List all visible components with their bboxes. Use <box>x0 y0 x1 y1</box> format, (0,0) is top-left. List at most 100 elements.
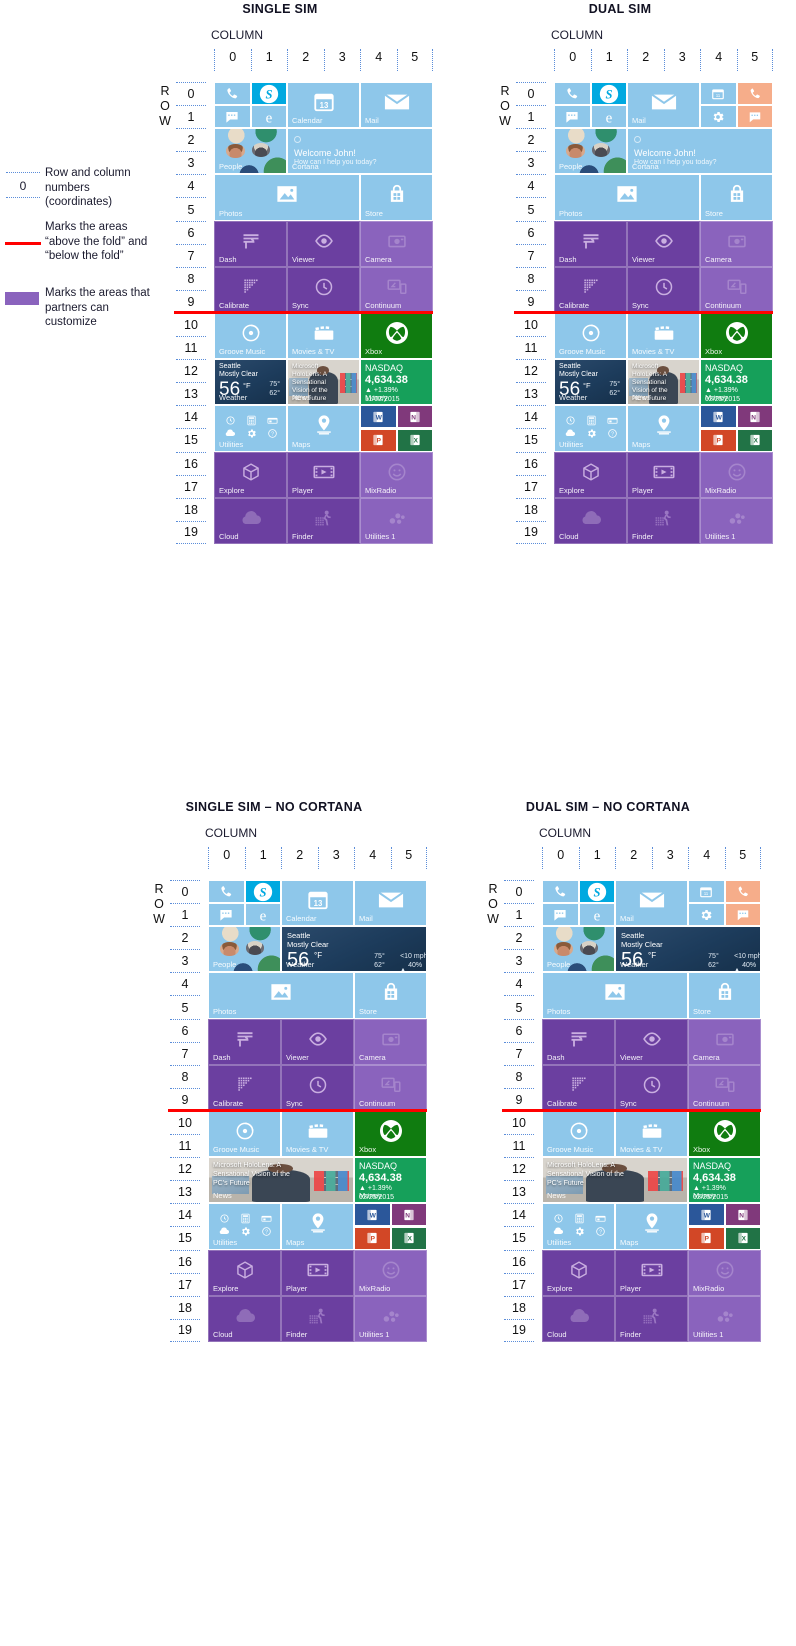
tile-sim2-messaging[interactable] <box>724 903 761 927</box>
tile-store[interactable]: Store <box>688 972 761 1019</box>
tile-skype[interactable]: S <box>244 880 281 904</box>
tile-camera[interactable]: Camera <box>360 220 433 267</box>
tile-phone[interactable] <box>214 82 251 106</box>
tile-sim2-messaging[interactable] <box>736 105 773 129</box>
tile-movies-tv[interactable]: Movies & TV <box>627 313 700 360</box>
tile-sync[interactable]: Sync <box>615 1064 688 1111</box>
tile-weather[interactable]: Seattle Mostly Clear 56 °F 75° 62° Weath… <box>554 359 627 406</box>
tile-maps[interactable]: Maps <box>627 405 700 452</box>
tile-explore[interactable]: Explore <box>554 451 627 498</box>
tile-mail[interactable]: Mail <box>627 82 700 129</box>
tile-groove-music[interactable]: Groove Music <box>208 1111 281 1158</box>
tile-skype[interactable]: S <box>590 82 627 106</box>
tile-calendar[interactable]: 13 Calendar <box>281 880 354 927</box>
tile-mail[interactable]: Mail <box>360 82 433 129</box>
tile-finder[interactable]: Finder <box>287 497 360 544</box>
tile-continuum[interactable]: Continuum <box>360 266 433 313</box>
tile-viewer[interactable]: Viewer <box>627 220 700 267</box>
tile-store[interactable]: Store <box>354 972 427 1019</box>
tile-photos[interactable]: Photos <box>214 174 360 221</box>
tile-dash[interactable]: Dash <box>542 1018 615 1065</box>
tile-people[interactable]: People <box>554 128 627 175</box>
tile-money[interactable]: NASDAQ 4,634.38 ▲ +1.39% 11/02/2015 Mone… <box>360 359 433 406</box>
tile-word[interactable]: W <box>700 405 737 429</box>
tile-onenote[interactable]: N <box>390 1203 427 1227</box>
tile-utilities[interactable]: ? Utilities <box>214 405 287 452</box>
tile-cloud[interactable]: Cloud <box>208 1295 281 1342</box>
tile-groove-music[interactable]: Groove Music <box>542 1111 615 1158</box>
tile-excel[interactable]: X <box>724 1226 761 1250</box>
tile-continuum[interactable]: Continuum <box>688 1064 761 1111</box>
tile-excel[interactable]: X <box>390 1226 427 1250</box>
tile-dash[interactable]: Dash <box>208 1018 281 1065</box>
tile-sync[interactable]: Sync <box>281 1064 354 1111</box>
tile-powerpoint[interactable]: P <box>354 1226 391 1250</box>
tile-utilities1[interactable]: Utilities 1 <box>700 497 773 544</box>
tile-messaging[interactable] <box>554 105 591 129</box>
tile-groove-music[interactable]: Groove Music <box>554 313 627 360</box>
tile-mixradio[interactable]: MixRadio <box>354 1249 427 1296</box>
tile-mixradio[interactable]: MixRadio <box>688 1249 761 1296</box>
tile-finder[interactable]: Finder <box>615 1295 688 1342</box>
tile-mixradio[interactable]: MixRadio <box>360 451 433 498</box>
tile-mail[interactable]: Mail <box>615 880 688 927</box>
tile-continuum[interactable]: Continuum <box>700 266 773 313</box>
tile-utilities[interactable]: ? Utilities <box>554 405 627 452</box>
tile-calendar[interactable]: 13 Calendar <box>287 82 360 129</box>
tile-sync[interactable]: Sync <box>287 266 360 313</box>
tile-explore[interactable]: Explore <box>208 1249 281 1296</box>
tile-finder[interactable]: Finder <box>627 497 700 544</box>
tile-money[interactable]: NASDAQ 4,634.38 ▲ +1.39% 02/25/2015 Mone… <box>700 359 773 406</box>
tile-finder[interactable]: Finder <box>281 1295 354 1342</box>
tile-phone[interactable] <box>208 880 245 904</box>
tile-cloud[interactable]: Cloud <box>542 1295 615 1342</box>
tile-calibrate[interactable]: Calibrate <box>542 1064 615 1111</box>
tile-viewer[interactable]: Viewer <box>615 1018 688 1065</box>
tile-sync[interactable]: Sync <box>627 266 700 313</box>
tile-excel[interactable]: X <box>736 428 773 452</box>
tile-news[interactable]: Microsoft HoloLens: A Sensational Vision… <box>287 359 360 406</box>
tile-word[interactable]: W <box>354 1203 391 1227</box>
tile-sim2-phone[interactable] <box>724 880 761 904</box>
tile-edge[interactable]: e <box>578 903 615 927</box>
tile-photos[interactable]: Photos <box>208 972 354 1019</box>
tile-sim2-phone[interactable] <box>736 82 773 106</box>
tile-people[interactable]: People <box>542 926 615 973</box>
tile-photos[interactable]: Photos <box>542 972 688 1019</box>
tile-people[interactable]: People <box>214 128 287 175</box>
tile-utilities1[interactable]: Utilities 1 <box>360 497 433 544</box>
tile-messaging[interactable] <box>214 105 251 129</box>
tile-photos[interactable]: Photos <box>554 174 700 221</box>
tile-money[interactable]: NASDAQ 4,634.38 ▲ +1.39% 02/25/2015 Mone… <box>354 1157 427 1204</box>
tile-cloud[interactable]: Cloud <box>554 497 627 544</box>
tile-utilities[interactable]: ? Utilities <box>542 1203 615 1250</box>
tile-maps[interactable]: Maps <box>287 405 360 452</box>
tile-explore[interactable]: Explore <box>542 1249 615 1296</box>
tile-excel[interactable]: X <box>396 428 433 452</box>
tile-cloud[interactable]: Cloud <box>214 497 287 544</box>
tile-settings[interactable] <box>688 903 725 927</box>
tile-player[interactable]: Player <box>287 451 360 498</box>
tile-messaging[interactable] <box>208 903 245 927</box>
tile-money[interactable]: NASDAQ 4,634.38 ▲ +1.39% 02/25/2015 Mone… <box>688 1157 761 1204</box>
tile-skype[interactable]: S <box>250 82 287 106</box>
tile-cortana[interactable]: Welcome John! How can I help you today? … <box>627 128 773 175</box>
tile-xbox[interactable]: Xbox <box>360 313 433 360</box>
tile-skype[interactable]: S <box>578 880 615 904</box>
tile-movies-tv[interactable]: Movies & TV <box>287 313 360 360</box>
tile-explore[interactable]: Explore <box>214 451 287 498</box>
tile-weather[interactable]: Seattle Mostly Clear 56 °F 75° 62° <10 m… <box>281 926 427 973</box>
tile-dash[interactable]: Dash <box>214 220 287 267</box>
tile-onenote[interactable]: N <box>724 1203 761 1227</box>
tile-xbox[interactable]: Xbox <box>688 1111 761 1158</box>
tile-viewer[interactable]: Viewer <box>287 220 360 267</box>
tile-maps[interactable]: Maps <box>281 1203 354 1250</box>
tile-store[interactable]: Store <box>700 174 773 221</box>
tile-edge[interactable]: e <box>244 903 281 927</box>
tile-onenote[interactable]: N <box>396 405 433 429</box>
tile-news[interactable]: Microsoft HoloLens: A Sensational Vision… <box>208 1157 354 1204</box>
tile-calendar-small[interactable]: 11 <box>700 82 737 106</box>
tile-player[interactable]: Player <box>627 451 700 498</box>
tile-xbox[interactable]: Xbox <box>700 313 773 360</box>
tile-viewer[interactable]: Viewer <box>281 1018 354 1065</box>
